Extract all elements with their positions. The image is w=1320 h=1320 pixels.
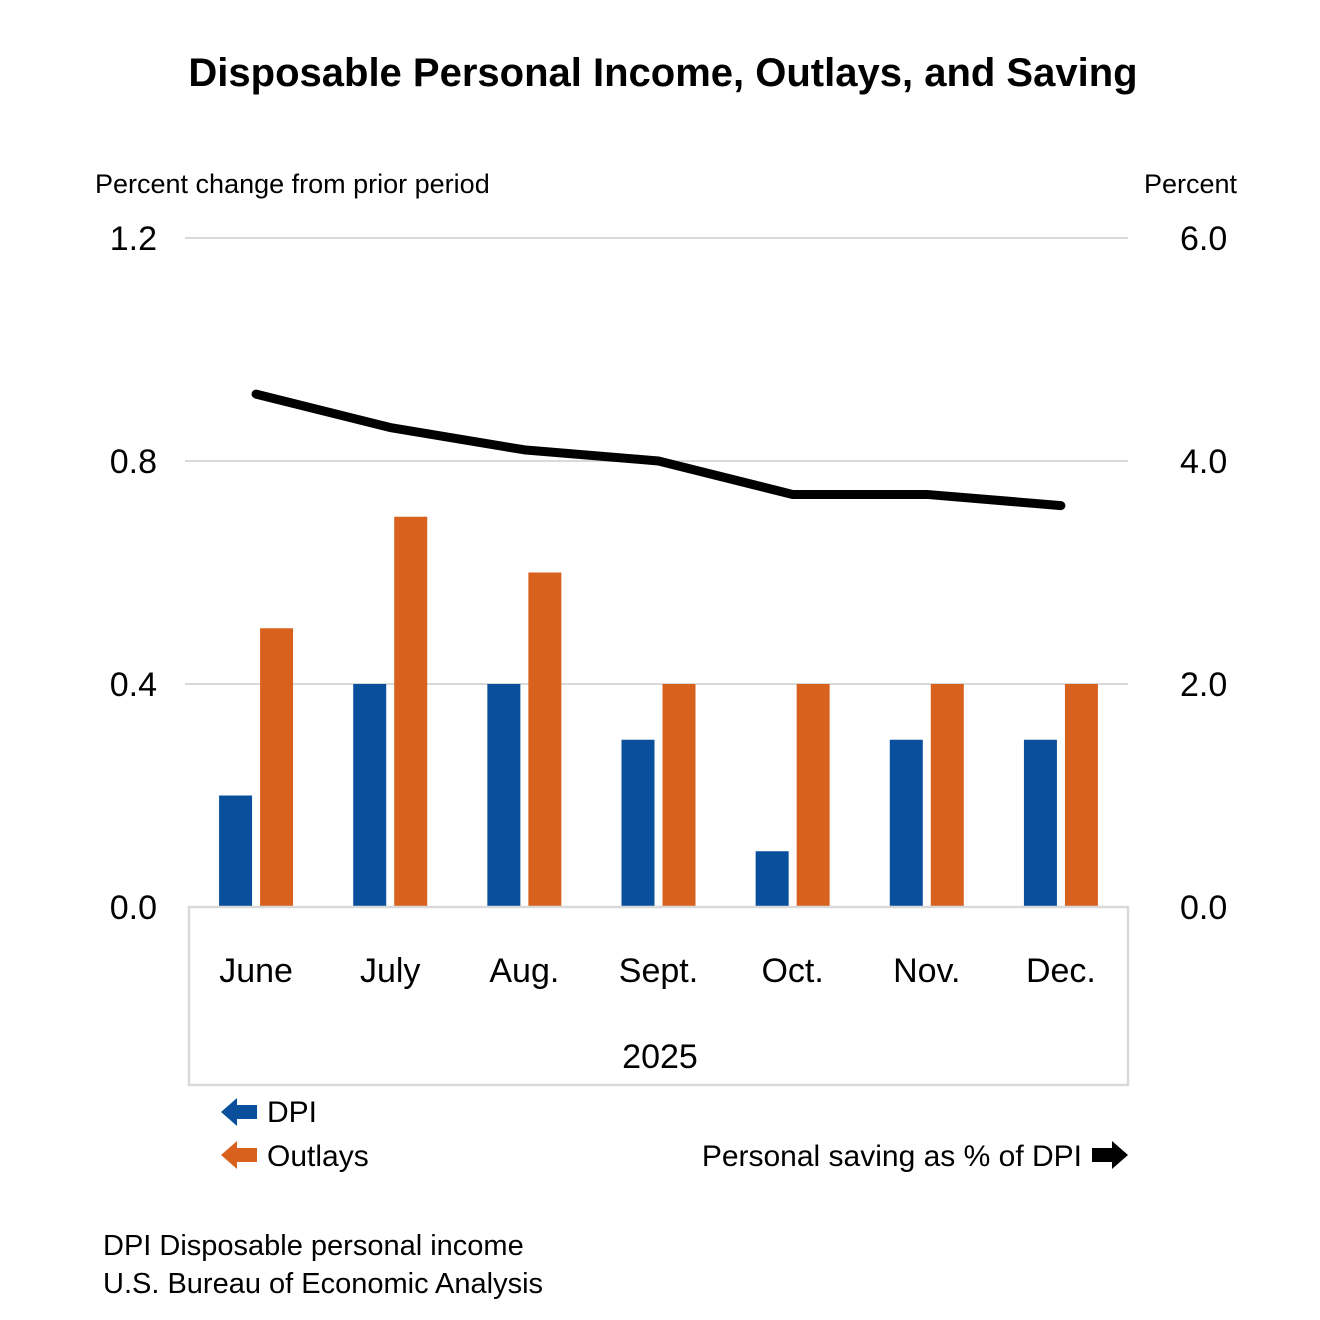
- outlays-bar-nov: [930, 684, 964, 907]
- left-axis-ticks: 0.0 0.4 0.8 1.2: [110, 220, 157, 927]
- dpi-bar-june: [219, 795, 253, 907]
- month-label: Nov.: [893, 952, 960, 990]
- month-label: Dec.: [1026, 952, 1096, 990]
- dpi-bar-sept: [621, 739, 655, 907]
- year-label: 2025: [622, 1038, 698, 1076]
- right-tick-label: 2.0: [1180, 666, 1227, 704]
- footnote-source: U.S. Bureau of Economic Analysis: [103, 1268, 543, 1300]
- dpi-bar-oct: [755, 851, 789, 907]
- dpi-bar-nov: [889, 739, 923, 907]
- outlays-bar-june: [260, 628, 294, 907]
- legend: DPI Outlays Personal saving as % of DPI: [221, 1096, 1128, 1173]
- chart-title: Disposable Personal Income, Outlays, and…: [188, 51, 1137, 95]
- dpi-legend-arrow-icon: [221, 1098, 257, 1126]
- saving-line-layer: [251, 389, 1066, 511]
- x-axis-label-box: [187, 905, 1130, 1087]
- right-axis-ticks: 0.0 2.0 4.0 6.0: [1180, 220, 1227, 927]
- month-label: Aug.: [489, 952, 559, 990]
- outlays-bar-sept: [662, 684, 696, 907]
- month-label: Oct.: [761, 952, 823, 990]
- outlays-bar-oct: [796, 684, 830, 907]
- left-tick-label: 0.0: [110, 889, 157, 927]
- right-tick-label: 6.0: [1180, 220, 1227, 258]
- right-tick-label: 0.0: [1180, 889, 1227, 927]
- outlays-legend-arrow-icon: [221, 1141, 257, 1169]
- left-axis-caption: Percent change from prior period: [95, 169, 490, 199]
- saving-legend-arrow-icon: [1092, 1141, 1128, 1169]
- dpi-bar-dec: [1023, 739, 1057, 907]
- personal-saving-line: [251, 389, 1066, 511]
- outlays-legend-label: Outlays: [267, 1140, 369, 1173]
- left-tick-label: 0.4: [110, 666, 157, 704]
- outlays-bar-dec: [1064, 684, 1098, 907]
- month-labels-layer: June July Aug. Sept. Oct. Nov. Dec.: [219, 952, 1096, 990]
- month-label: June: [219, 952, 293, 990]
- month-label: July: [360, 952, 420, 990]
- right-tick-label: 4.0: [1180, 443, 1227, 481]
- left-tick-label: 0.8: [110, 443, 157, 481]
- month-label: Sept.: [619, 952, 698, 990]
- outlays-bar-july: [394, 516, 428, 907]
- left-tick-label: 1.2: [110, 220, 157, 258]
- right-axis-caption: Percent: [1144, 169, 1238, 199]
- bars-layer: [219, 516, 1098, 907]
- dpi-bar-july: [353, 684, 387, 907]
- saving-legend-label: Personal saving as % of DPI: [702, 1140, 1082, 1173]
- outlays-bar-aug: [528, 572, 562, 907]
- dpi-bar-aug: [487, 684, 521, 907]
- footnote-dpi-definition: DPI Disposable personal income: [103, 1230, 524, 1262]
- dpi-legend-label: DPI: [267, 1096, 317, 1129]
